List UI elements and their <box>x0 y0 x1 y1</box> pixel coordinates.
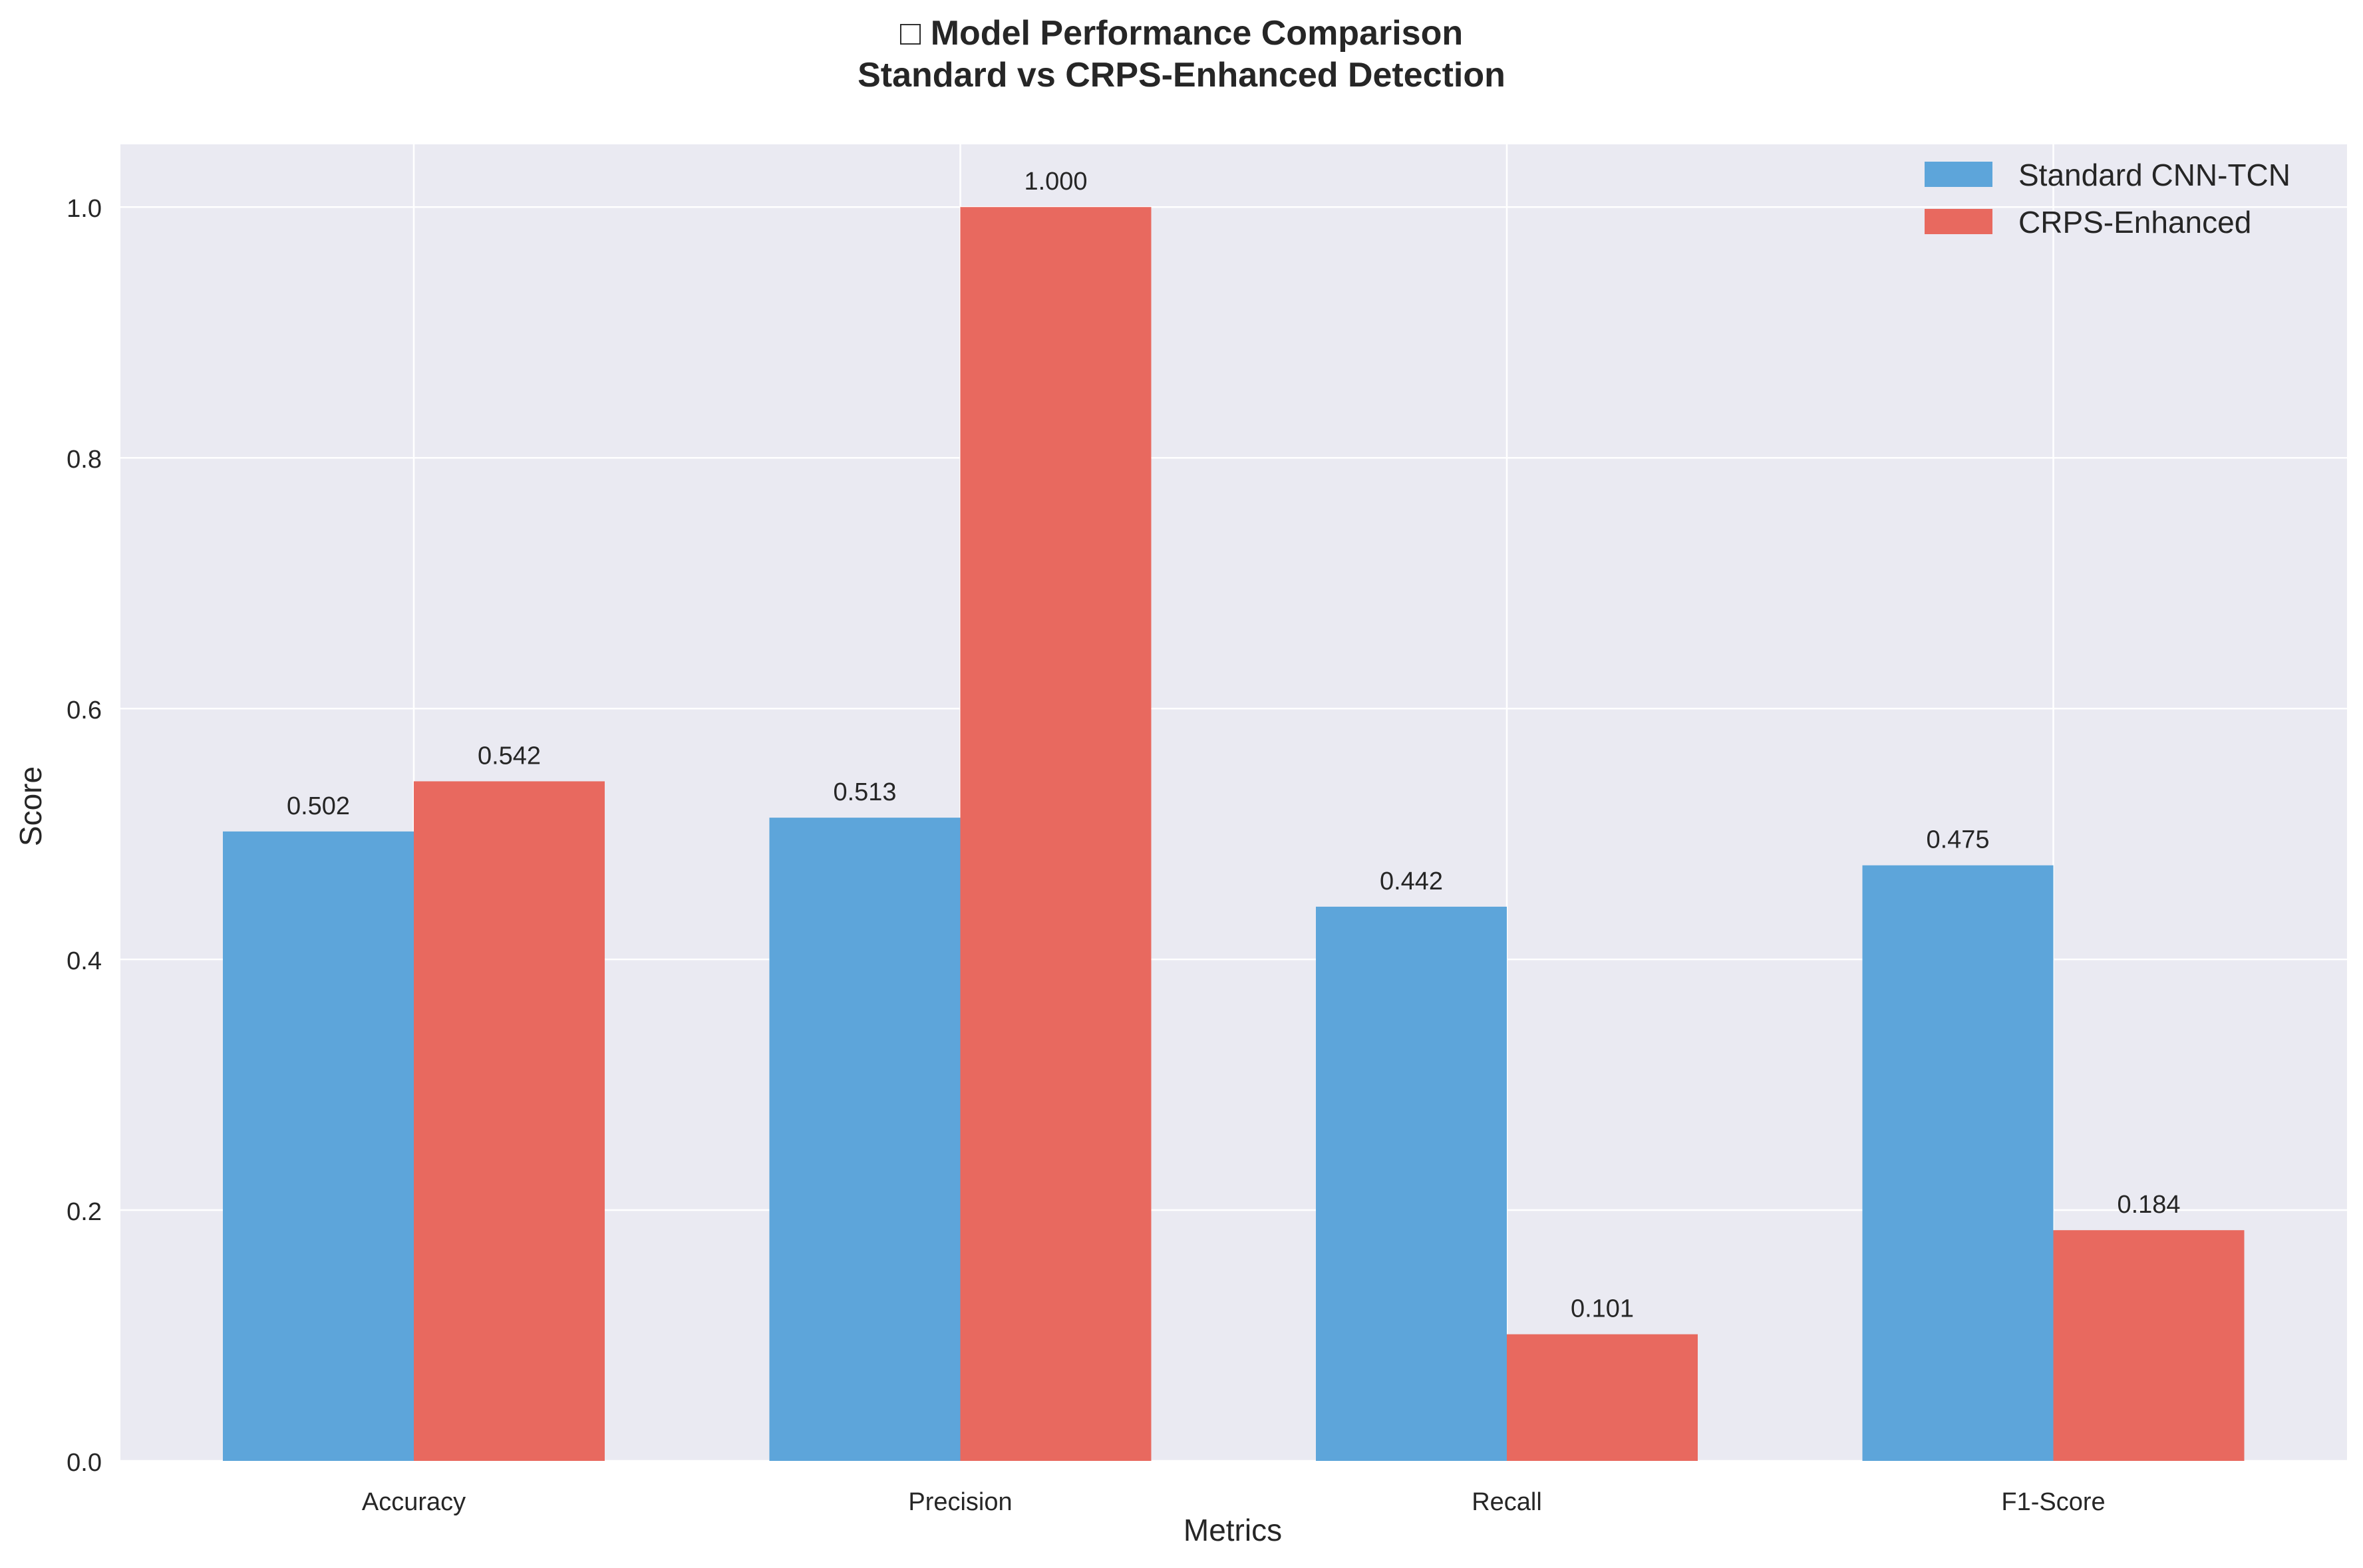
x-axis-ticks: Accuracy Precision Recall F1-Score <box>362 1488 2106 1516</box>
y-tick-label: 1.0 <box>67 195 102 223</box>
value-labels: 0.502 0.542 0.513 1.000 0.442 0.101 0.475 0.184 <box>287 168 2181 1323</box>
bar <box>1862 865 2054 1461</box>
bars <box>223 207 2245 1462</box>
bar <box>414 781 605 1461</box>
bar <box>769 818 961 1461</box>
bar-value-label: 1.000 <box>1024 168 1087 196</box>
chart-title: □ Model Performance Comparison <box>900 14 1463 53</box>
bar <box>2053 1230 2245 1461</box>
legend-label: CRPS-Enhanced <box>2018 205 2251 239</box>
bar-value-label: 0.442 <box>1380 867 1443 895</box>
bar-value-label: 0.542 <box>478 742 541 770</box>
legend-swatch <box>1925 162 1992 187</box>
y-tick-label: 0.2 <box>67 1198 102 1226</box>
x-tick-label: Recall <box>1472 1488 1542 1516</box>
bar <box>1507 1334 1698 1461</box>
bar <box>960 207 1152 1462</box>
chart-subtitle: Standard vs CRPS-Enhanced Detection <box>858 56 1505 94</box>
x-tick-label: F1-Score <box>2001 1488 2105 1516</box>
bar-value-label: 0.513 <box>833 778 896 806</box>
bar-value-label: 0.101 <box>1571 1295 1634 1323</box>
legend: Standard CNN-TCN CRPS-Enhanced <box>1925 158 2290 239</box>
x-tick-label: Accuracy <box>362 1488 466 1516</box>
y-tick-label: 0.0 <box>67 1449 102 1477</box>
bar-value-label: 0.184 <box>2117 1191 2180 1219</box>
y-tick-label: 0.6 <box>67 697 102 724</box>
bar <box>223 831 414 1461</box>
legend-swatch <box>1925 209 1992 234</box>
y-tick-label: 0.8 <box>67 446 102 474</box>
bar-value-label: 0.475 <box>1926 826 1989 854</box>
y-axis-ticks: 0.0 0.2 0.4 0.6 0.8 1.0 <box>67 195 102 1477</box>
y-tick-label: 0.4 <box>67 947 102 975</box>
x-axis-label: Metrics <box>1183 1513 1282 1547</box>
x-tick-label: Precision <box>908 1488 1012 1516</box>
bar-value-label: 0.502 <box>287 792 350 820</box>
y-axis-label: Score <box>13 766 48 846</box>
legend-label: Standard CNN-TCN <box>2018 158 2290 192</box>
bar <box>1316 906 1507 1461</box>
